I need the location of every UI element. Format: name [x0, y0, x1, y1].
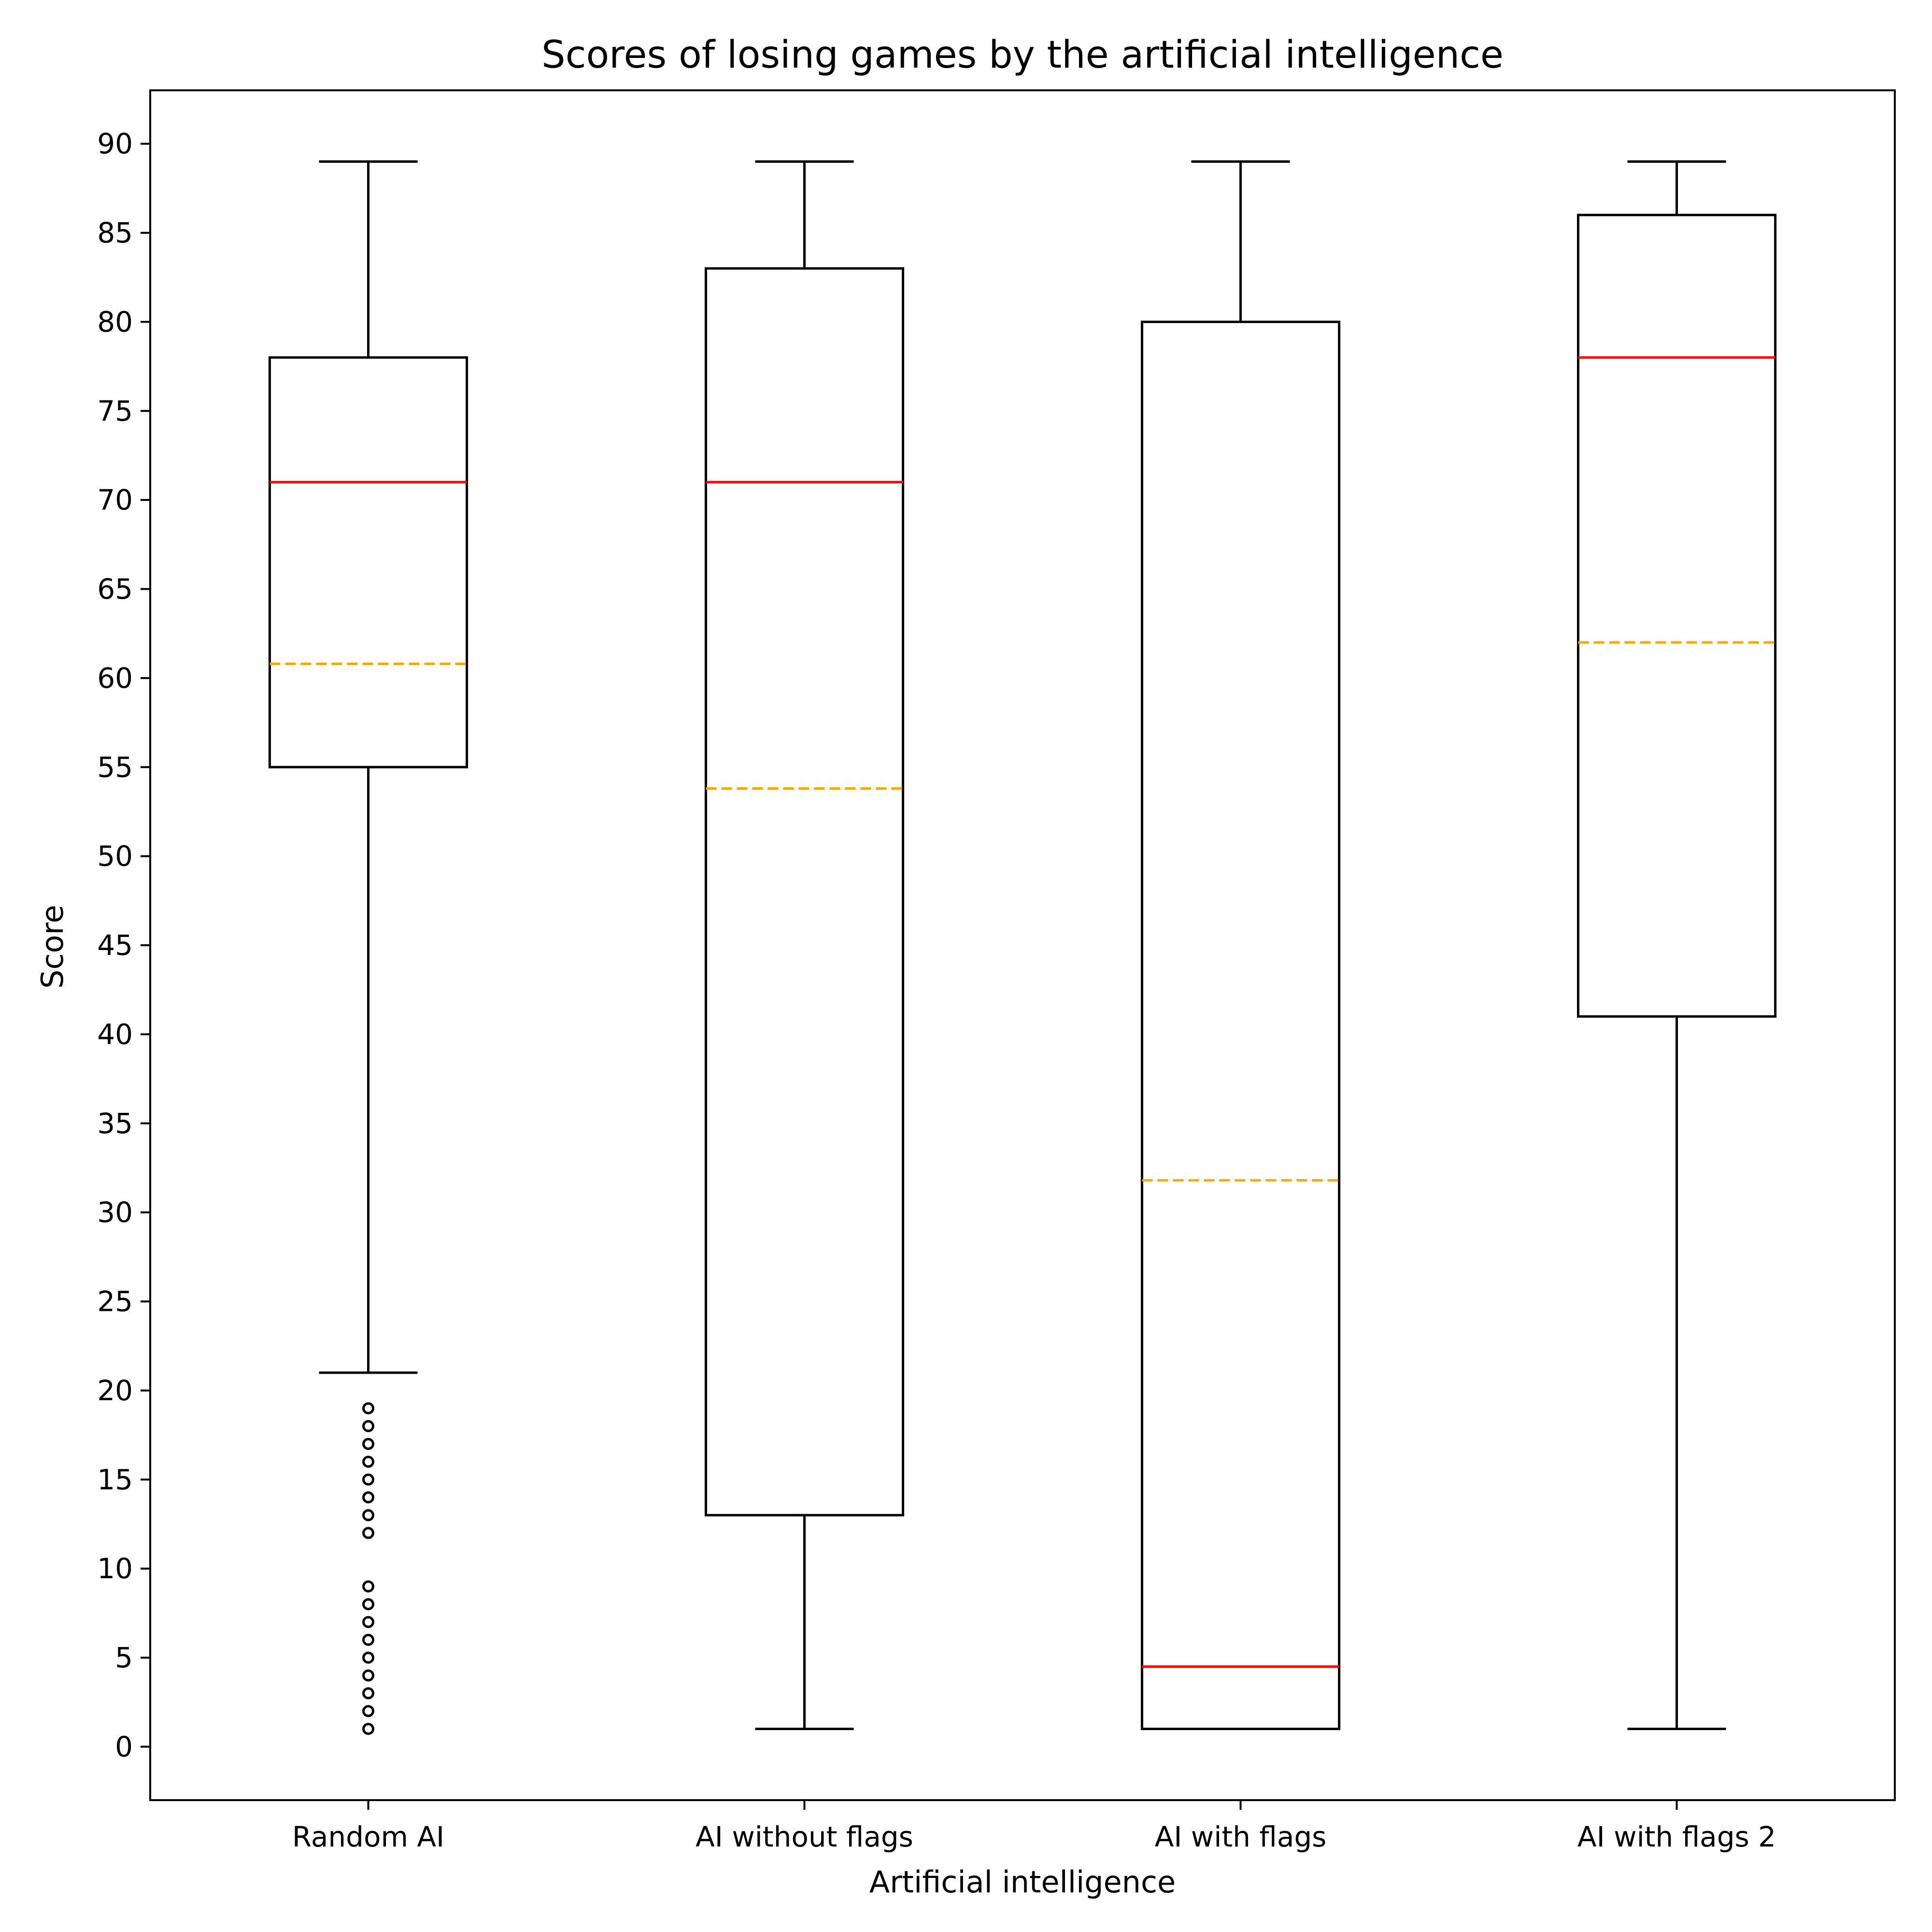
outlier-point [362, 1651, 374, 1664]
outlier-point [362, 1438, 374, 1450]
y-tick-label: 15 [97, 1463, 133, 1496]
y-tick-label: 85 [97, 216, 133, 249]
y-tick-label: 30 [97, 1196, 133, 1229]
outlier-point [362, 1473, 374, 1486]
outlier-point [362, 1598, 374, 1610]
y-tick-label: 50 [97, 840, 133, 873]
x-tick-label: AI without flags [696, 1820, 913, 1853]
y-tick-label: 75 [97, 395, 133, 427]
y-tick-label: 65 [97, 573, 133, 606]
axes-frame [149, 89, 1896, 1801]
outlier-point [362, 1420, 374, 1433]
outlier-point [362, 1723, 374, 1735]
y-tick-label: 5 [115, 1641, 133, 1674]
iqr-box [1140, 320, 1341, 1730]
outlier-point [362, 1580, 374, 1592]
iqr-box [268, 356, 469, 768]
outlier-point [362, 1491, 374, 1504]
outlier-point [362, 1616, 374, 1628]
iqr-box [704, 267, 905, 1517]
outlier-point [362, 1455, 374, 1468]
y-tick-label: 25 [97, 1285, 133, 1318]
outlier-point [362, 1687, 374, 1700]
outlier-point [362, 1527, 374, 1539]
x-tick-label: AI with flags 2 [1577, 1820, 1776, 1853]
y-tick-label: 0 [115, 1730, 133, 1763]
x-axis-label: Artificial intelligence [869, 1864, 1176, 1900]
outlier-point [362, 1634, 374, 1646]
y-tick-label: 35 [97, 1107, 133, 1140]
iqr-box [1577, 213, 1777, 1018]
y-tick-label: 80 [97, 305, 133, 338]
chart-title: Scores of losing games by the artificial… [541, 33, 1504, 77]
y-tick-label: 90 [97, 128, 133, 160]
y-axis-label: Score [35, 905, 70, 989]
y-tick-label: 60 [97, 662, 133, 695]
plot-area: 0 5 10 15 20 25 30 35 40 45 50 55 60 65 70 75 80 85 90 Rand… [97, 128, 1777, 1853]
outlier-point [362, 1509, 374, 1521]
outlier-point [362, 1669, 374, 1682]
y-tick-label: 20 [97, 1374, 133, 1407]
outlier-point [362, 1402, 374, 1415]
y-tick-label: 40 [97, 1018, 133, 1051]
outlier-point [362, 1705, 374, 1718]
y-tick-label: 10 [97, 1552, 133, 1585]
x-tick-label: Random AI [292, 1820, 444, 1853]
y-tick-label: 55 [97, 751, 133, 783]
y-tick-label: 45 [97, 929, 133, 962]
y-tick-label: 70 [97, 483, 133, 516]
x-tick-label: AI with flags [1155, 1820, 1327, 1853]
